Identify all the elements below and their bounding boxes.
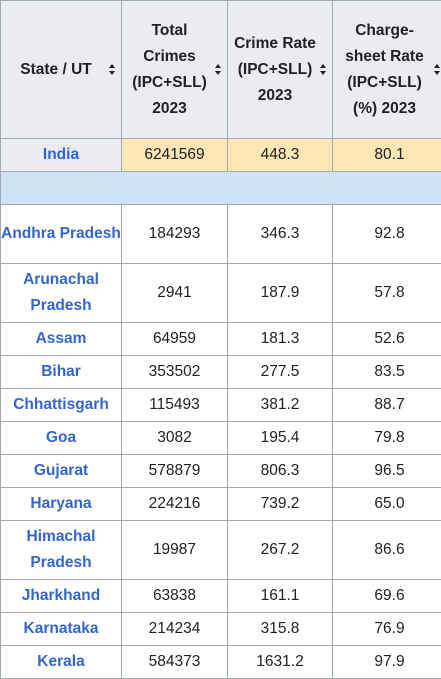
state-link[interactable]: Andhra Pradesh [1,205,122,264]
separator-cell [1,172,441,205]
header-label: Charge-sheet Rate (IPC+SLL) (%) 2023 [333,18,441,122]
chargesheet-rate-cell: 80.1 [333,139,441,172]
chargesheet-rate-cell: 92.8 [333,205,441,264]
total-crimes-cell: 184293 [122,205,228,264]
state-link[interactable]: Kerala [1,646,122,679]
total-crimes-cell: 115493 [122,389,228,422]
state-link[interactable]: Chhattisgarh [1,389,122,422]
chargesheet-rate-cell: 96.5 [333,455,441,488]
header-total-crimes[interactable]: Total Crimes (IPC+SLL) 2023 [122,1,228,139]
crime-rate-cell: 1631.2 [228,646,333,679]
total-crimes-cell: 578879 [122,455,228,488]
chargesheet-rate-cell: 88.7 [333,389,441,422]
separator-row [1,172,441,205]
total-crimes-cell: 2941 [122,264,228,323]
header-label: Crime Rate (IPC+SLL) 2023 [228,31,332,109]
state-link[interactable]: Assam [1,323,122,356]
total-crimes-cell: 584373 [122,646,228,679]
state-link[interactable]: Goa [1,422,122,455]
state-link[interactable]: India [1,139,122,172]
crime-rate-cell: 448.3 [228,139,333,172]
crime-rate-cell: 381.2 [228,389,333,422]
chargesheet-rate-cell: 57.8 [333,264,441,323]
total-crimes-cell: 6241569 [122,139,228,172]
chargesheet-rate-cell: 69.6 [333,580,441,613]
state-link[interactable]: Gujarat [1,455,122,488]
total-crimes-cell: 224216 [122,488,228,521]
state-link[interactable]: Jharkhand [1,580,122,613]
sort-icon[interactable] [215,64,222,75]
crime-rate-cell: 739.2 [228,488,333,521]
header-chargesheet-rate[interactable]: Charge-sheet Rate (IPC+SLL) (%) 2023 [333,1,441,139]
header-row: State / UT Total Crimes (IPC+SLL) 2023 C… [1,1,441,139]
chargesheet-rate-cell: 97.9 [333,646,441,679]
total-crimes-cell: 214234 [122,613,228,646]
sort-icon[interactable] [109,64,116,75]
crime-rate-cell: 315.8 [228,613,333,646]
total-crimes-cell: 64959 [122,323,228,356]
header-state[interactable]: State / UT [1,1,122,139]
total-crimes-cell: 63838 [122,580,228,613]
state-link[interactable]: Arunachal Pradesh [1,264,122,323]
chargesheet-rate-cell: 83.5 [333,356,441,389]
total-crimes-cell: 19987 [122,521,228,580]
state-link[interactable]: Himachal Pradesh [1,521,122,580]
crime-rate-cell: 181.3 [228,323,333,356]
chargesheet-rate-cell: 76.9 [333,613,441,646]
header-label: State / UT [1,57,121,83]
header-label: Total Crimes (IPC+SLL) 2023 [122,18,227,122]
sort-icon[interactable] [320,64,327,75]
state-link[interactable]: Bihar [1,356,122,389]
header-crime-rate[interactable]: Crime Rate (IPC+SLL) 2023 [228,1,333,139]
crime-rate-cell: 806.3 [228,455,333,488]
crime-rate-cell: 195.4 [228,422,333,455]
crime-rate-cell: 187.9 [228,264,333,323]
chargesheet-rate-cell: 79.8 [333,422,441,455]
total-crimes-cell: 3082 [122,422,228,455]
india-total-row: India 6241569 448.3 80.1 [1,139,441,172]
crime-rate-cell: 161.1 [228,580,333,613]
crime-rate-cell: 346.3 [228,205,333,264]
crime-rate-cell: 267.2 [228,521,333,580]
chargesheet-rate-cell: 52.6 [333,323,441,356]
state-link[interactable]: Karnataka [1,613,122,646]
total-crimes-cell: 353502 [122,356,228,389]
chargesheet-rate-cell: 65.0 [333,488,441,521]
sort-icon[interactable] [434,64,441,75]
state-link[interactable]: Haryana [1,488,122,521]
chargesheet-rate-cell: 86.6 [333,521,441,580]
crime-rate-cell: 277.5 [228,356,333,389]
